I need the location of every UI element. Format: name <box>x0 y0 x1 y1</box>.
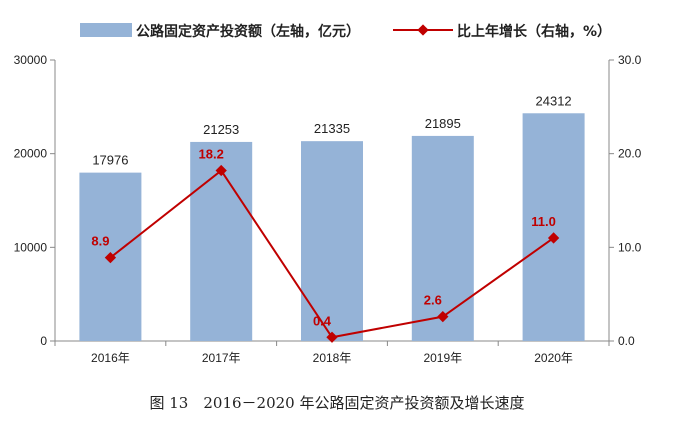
growth-marker <box>215 164 227 177</box>
bar-value-label: 24312 <box>536 93 572 108</box>
legend-line-marker <box>417 24 429 36</box>
growth-value-label: 2.6 <box>424 293 442 308</box>
x-tick-label: 2019年 <box>423 351 462 365</box>
x-tick-label: 2016年 <box>91 351 130 365</box>
growth-value-label: 11.0 <box>531 214 556 229</box>
right-tick-label: 30.0 <box>618 53 642 67</box>
right-ticks: 0.0 10.0 20.0 30.0 <box>609 53 642 348</box>
bar <box>522 113 585 341</box>
left-tick-label: 0 <box>40 334 47 348</box>
bar-value-label: 17976 <box>92 153 128 168</box>
legend-bar-swatch <box>80 23 132 37</box>
bar-value-label: 21335 <box>314 121 350 136</box>
growth-marker <box>437 310 449 323</box>
right-tick-label: 10.0 <box>618 240 642 254</box>
bar-value-label: 21895 <box>425 116 461 131</box>
bar <box>411 135 474 341</box>
growth-value-label: 0.4 <box>313 313 332 328</box>
growth-marker <box>547 232 560 244</box>
left-tick-label: 10000 <box>14 240 48 254</box>
left-tick-label: 30000 <box>14 53 48 67</box>
x-tick-label: 2017年 <box>202 351 241 365</box>
right-tick-label: 20.0 <box>618 147 642 161</box>
bars <box>79 113 585 341</box>
growth-marker <box>104 251 117 264</box>
growth-value-label: 8.9 <box>91 234 109 249</box>
legend-bar-label: 公路固定资产投资额（左轴，亿元） <box>136 23 360 40</box>
left-ticks: 0 10000 20000 30000 <box>14 53 610 348</box>
growth-markers <box>104 164 560 343</box>
growth-labels: 8.9 18.2 0.4 2.6 11.0 <box>91 147 556 329</box>
legend-line-label: 比上年增长（右轴，%） <box>457 23 611 40</box>
x-labels: 2016年 2017年 2018年 2019年 2020年 <box>91 351 573 365</box>
figure-caption: 图 13 2016－2020 年公路固定资产投资额及增长速度 <box>150 394 525 412</box>
bar <box>301 141 363 341</box>
right-tick-label: 0.0 <box>618 334 635 348</box>
growth-value-label: 18.2 <box>199 147 224 162</box>
bar-value-label: 21253 <box>203 122 239 137</box>
legend: 公路固定资产投资额（左轴，亿元） 比上年增长（右轴，%） <box>80 23 611 40</box>
x-tick-label: 2018年 <box>313 351 352 365</box>
x-tick-label: 2020年 <box>534 351 573 365</box>
bar-labels: 17976 21253 21335 21895 24312 <box>92 93 571 167</box>
left-tick-label: 20000 <box>14 147 48 161</box>
growth-marker <box>326 331 338 343</box>
